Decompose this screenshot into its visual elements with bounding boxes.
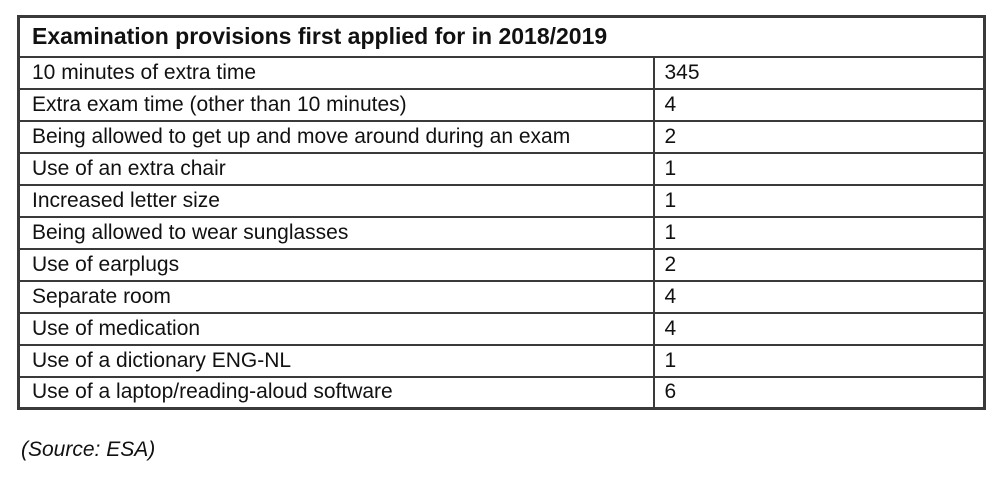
provision-label: Separate room: [17, 279, 655, 314]
provision-label: Use of medication: [17, 311, 655, 346]
provision-label: Use of an extra chair: [17, 151, 655, 186]
provision-value: 2: [652, 119, 986, 154]
provision-value: 345: [652, 55, 986, 90]
provision-value: 1: [652, 151, 986, 186]
provision-label: Being allowed to get up and move around …: [17, 119, 655, 154]
table-row: Use of a laptop/reading-aloud software 6: [17, 375, 986, 410]
provisions-table: Examination provisions first applied for…: [17, 15, 986, 410]
table-row: Increased letter size 1: [17, 183, 986, 218]
provision-label: Being allowed to wear sunglasses: [17, 215, 655, 250]
provision-value: 1: [652, 343, 986, 378]
table-row: Use of earplugs 2: [17, 247, 986, 282]
provision-value: 4: [652, 279, 986, 314]
provision-value: 1: [652, 215, 986, 250]
table-row: Being allowed to get up and move around …: [17, 119, 986, 154]
provision-label: Use of a laptop/reading-aloud software: [17, 375, 655, 410]
provision-label: 10 minutes of extra time: [17, 55, 655, 90]
table-title: Examination provisions first applied for…: [17, 15, 986, 58]
provision-value: 6: [652, 375, 986, 410]
provision-label: Extra exam time (other than 10 minutes): [17, 87, 655, 122]
provision-label: Use of a dictionary ENG-NL: [17, 343, 655, 378]
provision-label: Increased letter size: [17, 183, 655, 218]
table-row: Use of an extra chair 1: [17, 151, 986, 186]
table-row: Separate room 4: [17, 279, 986, 314]
table-row: 10 minutes of extra time 345: [17, 55, 986, 90]
source-note: (Source: ESA): [21, 438, 156, 461]
table-row: Use of a dictionary ENG-NL 1: [17, 343, 986, 378]
provision-value: 4: [652, 87, 986, 122]
provision-label: Use of earplugs: [17, 247, 655, 282]
provision-value: 4: [652, 311, 986, 346]
provision-value: 2: [652, 247, 986, 282]
table-header-row: Examination provisions first applied for…: [17, 15, 986, 58]
table-row: Extra exam time (other than 10 minutes) …: [17, 87, 986, 122]
table-row: Use of medication 4: [17, 311, 986, 346]
provision-value: 1: [652, 183, 986, 218]
table-row: Being allowed to wear sunglasses 1: [17, 215, 986, 250]
